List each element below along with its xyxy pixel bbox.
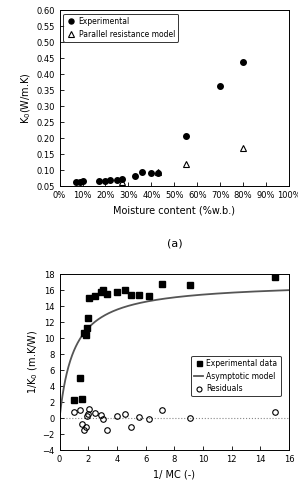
Experimental data [101,287,104,293]
Asymptotic model [287,287,291,293]
Experimental [156,170,160,175]
Residuals [188,414,192,420]
Experimental [104,178,107,184]
Y-axis label: K$_0$(W/m.K): K$_0$(W/m.K) [20,72,33,124]
Parallel resistance model [241,145,245,151]
Residuals [86,411,90,417]
Residuals [101,416,104,422]
Legend: Experimental, Parallel resistance model: Experimental, Parallel resistance model [63,14,178,42]
Experimental data [105,291,109,297]
Experimental data [72,396,76,402]
Residuals [84,424,88,430]
Residuals [85,414,89,420]
Asymptotic model [282,288,285,294]
Experimental data [94,294,97,300]
Residuals [88,406,91,412]
Experimental [150,170,153,176]
Experimental data [148,292,151,298]
Experimental [78,179,82,185]
Experimental [81,178,84,184]
Residuals [160,407,164,413]
Residuals [115,412,119,418]
Parallel resistance model [120,179,123,185]
Experimental [218,83,222,89]
Line: Experimental data: Experimental data [71,274,277,402]
Parallel resistance model [156,168,160,174]
Asymptotic model [246,289,249,295]
Experimental data [273,274,277,280]
Experimental data [99,288,103,294]
Residuals [82,427,85,433]
Experimental [134,173,137,179]
Residuals [72,410,76,416]
Residuals [148,416,151,422]
Residuals [94,410,97,416]
Experimental data [88,295,91,301]
Experimental [108,177,112,183]
Line: Asymptotic model: Asymptotic model [60,290,289,416]
Experimental data [86,315,90,321]
Experimental data [188,282,192,288]
Experimental data [80,396,83,402]
X-axis label: 1/ MC (-): 1/ MC (-) [153,470,195,480]
Legend: Experimental data, Asymptotic model, Residuals: Experimental data, Asymptotic model, Res… [191,356,281,397]
Residuals [273,408,277,414]
Experimental [120,176,123,182]
Experimental [140,168,144,174]
Experimental [184,134,188,140]
Line: Experimental: Experimental [73,59,246,184]
Residuals [99,412,103,418]
Residuals [80,420,83,426]
Experimental [74,179,77,185]
Asymptotic model [194,292,198,298]
Experimental data [138,292,141,298]
Experimental data [115,288,119,294]
Text: (a): (a) [167,239,182,249]
Residuals [123,411,127,417]
Asymptotic model [168,295,172,301]
Y-axis label: 1/K$_0$ (m.K/W): 1/K$_0$ (m.K/W) [26,330,40,394]
Line: Residuals: Residuals [71,406,277,433]
Parallel resistance model [184,160,188,166]
Asymptotic model [182,294,186,300]
Experimental [115,176,119,182]
Residuals [130,424,133,430]
Experimental data [78,375,82,381]
Asymptotic model [58,414,61,420]
Experimental data [85,326,89,332]
Residuals [105,427,109,433]
Residuals [138,414,141,420]
Experimental data [123,287,127,293]
Line: Parallel resistance model: Parallel resistance model [118,145,246,185]
Experimental [241,59,245,65]
Residuals [78,407,82,413]
Asymptotic model [167,295,170,301]
Experimental data [82,330,85,336]
Experimental [97,178,100,184]
Experimental data [160,282,164,288]
X-axis label: Moisture content (%w.b.): Moisture content (%w.b.) [113,206,235,216]
Experimental data [84,332,88,338]
Experimental data [130,292,133,298]
